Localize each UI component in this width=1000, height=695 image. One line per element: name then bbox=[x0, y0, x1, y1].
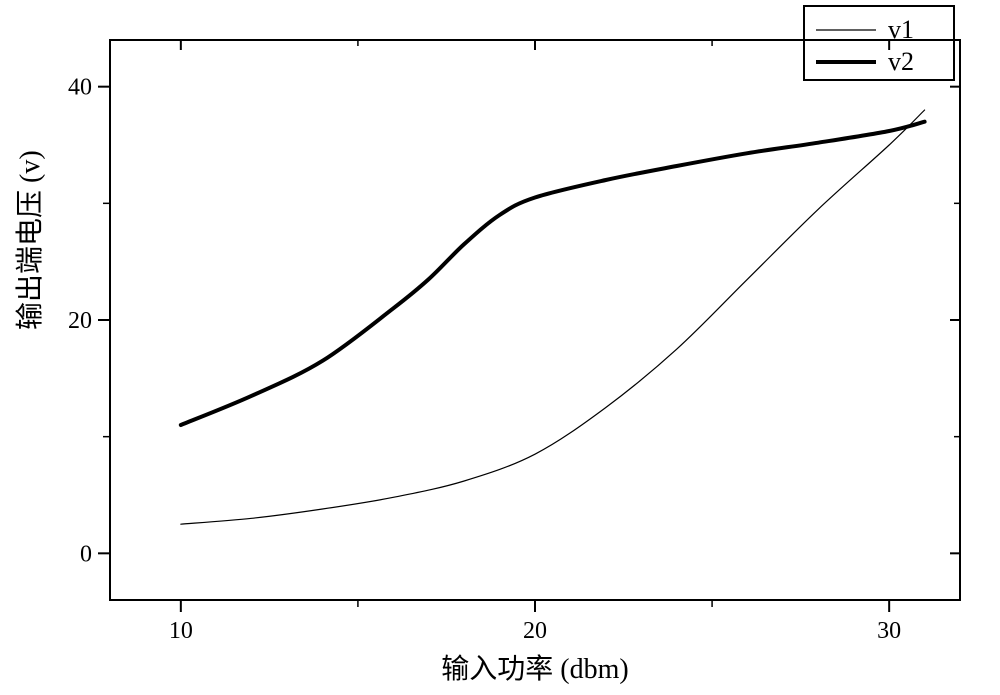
legend-label-v2: v2 bbox=[888, 47, 914, 76]
plot-frame bbox=[110, 40, 960, 600]
y-axis-title: 输出端电压 (v) bbox=[8, 150, 48, 330]
y-tick-label: 40 bbox=[68, 75, 92, 101]
chart-svg: 102030 02040 输入功率 (dbm) v1v2 bbox=[0, 0, 1000, 695]
x-tick-label: 30 bbox=[877, 618, 901, 644]
legend-frame bbox=[804, 6, 954, 80]
legend: v1v2 bbox=[804, 6, 954, 80]
y-tick-label: 0 bbox=[80, 541, 92, 567]
x-tick-label: 10 bbox=[169, 618, 193, 644]
y-axis-title-main: 输出端电压 bbox=[15, 190, 46, 330]
series-v1 bbox=[181, 110, 925, 524]
x-axis-title: 输入功率 (dbm) bbox=[441, 653, 628, 685]
legend-label-v1: v1 bbox=[888, 15, 914, 44]
series-group bbox=[181, 110, 925, 524]
y-axis-title-unit: (v) bbox=[15, 150, 46, 183]
y-ticks: 0 20 40 bbox=[68, 75, 960, 568]
chart-container: 102030 02040 输入功率 (dbm) v1v2 输出端电压 (v) bbox=[0, 0, 1000, 695]
x-tick-label: 20 bbox=[523, 618, 547, 644]
x-ticks: 10 20 30 bbox=[169, 40, 901, 644]
y-tick-label: 20 bbox=[68, 308, 92, 334]
series-v2 bbox=[181, 122, 925, 425]
